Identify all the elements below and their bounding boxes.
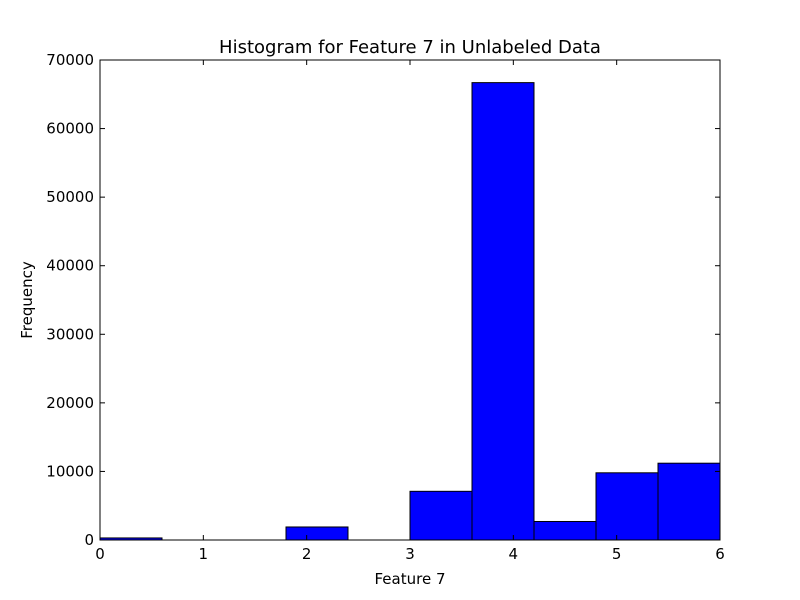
- histogram-bar-6: [471, 82, 535, 541]
- x-tick-label-2: 2: [302, 545, 312, 563]
- x-tick-label-5: 5: [612, 545, 622, 563]
- y-tick-label-5: 50000: [46, 188, 94, 206]
- y-tick-label-7: 70000: [46, 51, 94, 69]
- histogram-bar-3: [285, 526, 349, 541]
- x-axis-label: Feature 7: [375, 570, 446, 588]
- plot-frame: [99, 59, 721, 541]
- y-axis: 0 10000 20000 30000 40000 50000 60000 70000: [46, 51, 720, 549]
- bars-group: [99, 82, 721, 541]
- x-tick-label-4: 4: [509, 545, 519, 563]
- x-axis: 0 1 2 3 4 5 6: [95, 60, 725, 563]
- x-tick-label-6: 6: [715, 545, 725, 563]
- y-tick-label-4: 40000: [46, 257, 94, 275]
- y-tick-label-0: 0: [84, 531, 94, 549]
- x-tick-label-1: 1: [199, 545, 209, 563]
- chart-title: Histogram for Feature 7 in Unlabeled Dat…: [219, 37, 601, 58]
- histogram-bar-8: [595, 472, 659, 541]
- x-tick-label-0: 0: [95, 545, 105, 563]
- y-tick-label-3: 30000: [46, 325, 94, 343]
- y-tick-label-6: 60000: [46, 120, 94, 138]
- histogram-bar-5: [409, 490, 473, 541]
- x-tick-label-3: 3: [405, 545, 415, 563]
- y-tick-label-1: 10000: [46, 462, 94, 480]
- histogram-bar-9: [657, 462, 721, 541]
- y-axis-label: Frequency: [18, 261, 36, 339]
- histogram-bar-7: [533, 520, 597, 541]
- y-tick-label-2: 20000: [46, 394, 94, 412]
